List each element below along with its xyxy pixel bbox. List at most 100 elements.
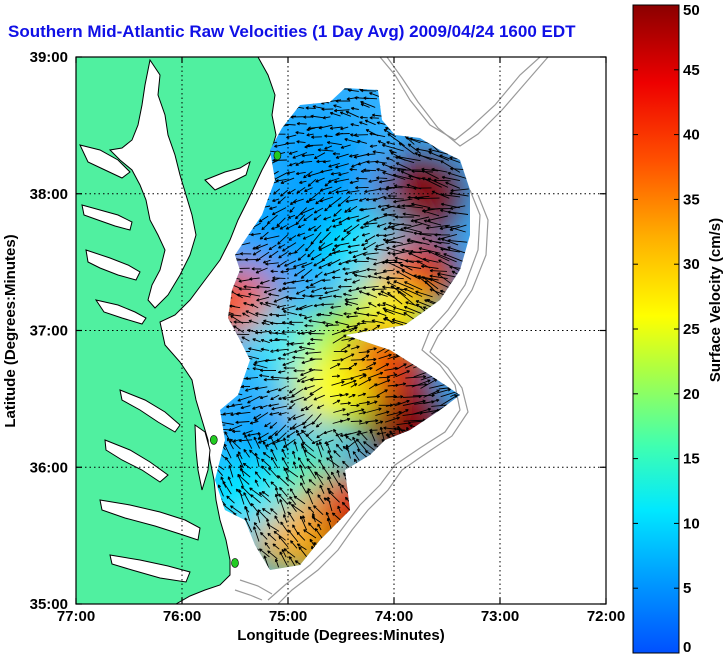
- velocity-arrow: [259, 301, 271, 307]
- velocity-arrow: [283, 548, 296, 558]
- velocity-arrow: [226, 495, 235, 504]
- velocity-arrow: [293, 268, 306, 277]
- velocity-arrow: [270, 448, 278, 462]
- velocity-arrow: [378, 275, 388, 280]
- velocity-arrow: [429, 268, 448, 273]
- velocity-arrow: [366, 419, 379, 423]
- velocity-arrow: [377, 204, 387, 209]
- velocity-arrow: [418, 231, 441, 236]
- velocity-arrow: [255, 243, 268, 250]
- velocity-arrow: [282, 242, 297, 252]
- velocity-arrow: [270, 456, 279, 469]
- velocity-arrow: [338, 482, 343, 494]
- velocity-arrow: [378, 353, 392, 360]
- velocity-arrow: [366, 292, 378, 298]
- velocity-arrow: [309, 378, 324, 382]
- velocity-arrow: [249, 449, 260, 460]
- velocity-arrow: [331, 268, 341, 274]
- velocity-arrow: [324, 204, 332, 212]
- velocity-arrow: [240, 384, 251, 389]
- velocity-arrow: [274, 558, 280, 568]
- velocity-arrow: [310, 287, 323, 293]
- velocity-arrow: [263, 288, 277, 294]
- velocity-arrow: [361, 232, 370, 237]
- velocity-arrow: [260, 347, 270, 352]
- velocity-arrow: [262, 478, 270, 488]
- velocity-arrow: [341, 501, 352, 512]
- colorbar-tick-label: 25: [683, 321, 700, 338]
- velocity-arrow: [437, 233, 458, 241]
- velocity-arrow: [318, 459, 324, 468]
- velocity-arrow: [440, 160, 461, 173]
- velocity-arrow: [405, 259, 423, 263]
- velocity-arrow: [280, 270, 289, 274]
- velocity-arrow: [235, 411, 251, 416]
- velocity-arrow: [261, 490, 270, 497]
- velocity-arrow: [413, 195, 430, 200]
- velocity-arrow: [423, 389, 440, 398]
- velocity-arrow: [313, 303, 322, 308]
- velocity-arrow: [428, 239, 450, 245]
- velocity-arrow: [395, 370, 410, 378]
- velocity-arrow: [288, 162, 297, 167]
- velocity-arrow: [288, 296, 305, 301]
- velocity-arrow: [339, 111, 352, 117]
- velocity-arrow: [323, 216, 332, 221]
- velocity-arrow: [345, 300, 359, 306]
- velocity-arrow: [303, 529, 317, 539]
- velocity-arrow: [313, 259, 325, 267]
- velocity-arrow: [282, 310, 298, 316]
- velocity-arrow: [328, 490, 340, 503]
- velocity-arrow: [278, 535, 289, 548]
- velocity-arrow: [269, 435, 278, 450]
- velocity-arrow: [361, 319, 376, 324]
- velocity-arrow: [277, 233, 289, 245]
- velocity-arrow: [413, 186, 432, 190]
- velocity-arrow: [338, 259, 351, 266]
- velocity-arrow: [315, 197, 325, 205]
- velocity-arrow: [230, 411, 241, 417]
- velocity-arrow: [439, 394, 458, 407]
- velocity-arrow: [297, 457, 306, 470]
- velocity-arrow: [364, 188, 379, 194]
- velocity-arrow: [292, 355, 305, 360]
- velocity-arrow: [311, 439, 322, 445]
- velocity-arrow: [404, 281, 423, 291]
- velocity-arrow: [259, 531, 268, 540]
- velocity-arrow: [381, 260, 403, 265]
- velocity-arrow: [320, 302, 334, 307]
- velocity-arrow: [414, 220, 431, 227]
- velocity-arrow: [376, 311, 387, 317]
- velocity-arrow: [311, 516, 323, 524]
- velocity-arrow: [257, 439, 268, 444]
- velocity-arrow: [309, 386, 323, 396]
- velocity-arrow: [285, 476, 296, 485]
- velocity-arrow: [393, 280, 414, 290]
- velocity-arrow: [350, 122, 359, 127]
- velocity-arrow: [240, 405, 251, 410]
- velocity-arrow: [260, 338, 270, 344]
- velocity-arrow: [238, 489, 245, 505]
- velocity-arrow: [276, 304, 287, 309]
- velocity-arrow: [297, 224, 305, 229]
- velocity-arrow: [438, 259, 460, 271]
- velocity-arrow: [279, 551, 288, 566]
- velocity-arrow: [267, 532, 277, 542]
- velocity-arrow: [310, 337, 323, 342]
- colorbar: [632, 4, 680, 654]
- velocity-arrow: [301, 262, 313, 268]
- velocity-arrow: [344, 207, 351, 213]
- velocity-arrow: [271, 225, 280, 230]
- velocity-arrow: [440, 247, 460, 253]
- velocity-arrow: [305, 404, 313, 411]
- velocity-arrow: [249, 420, 259, 425]
- velocity-arrow: [397, 168, 421, 172]
- velocity-arrow: [411, 379, 431, 388]
- velocity-arrow: [335, 443, 343, 452]
- velocity-arrow: [271, 405, 288, 411]
- y-tick-label: 37:00: [30, 323, 68, 340]
- velocity-arrow: [382, 238, 403, 244]
- velocity-arrow: [319, 196, 334, 203]
- velocity-arrow: [391, 227, 414, 233]
- velocity-arrow: [416, 196, 440, 201]
